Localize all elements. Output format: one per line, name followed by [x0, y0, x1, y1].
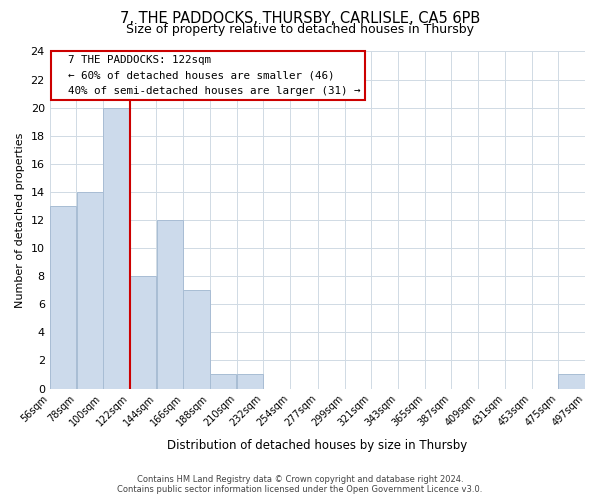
Bar	[559, 374, 585, 388]
Text: 7 THE PADDOCKS: 122sqm
  ← 60% of detached houses are smaller (46)
  40% of semi: 7 THE PADDOCKS: 122sqm ← 60% of detached…	[55, 55, 361, 96]
Bar	[50, 206, 76, 388]
Bar	[184, 290, 210, 388]
Text: Contains HM Land Registry data © Crown copyright and database right 2024.
Contai: Contains HM Land Registry data © Crown c…	[118, 474, 482, 494]
Text: Size of property relative to detached houses in Thursby: Size of property relative to detached ho…	[126, 22, 474, 36]
Bar	[157, 220, 183, 388]
X-axis label: Distribution of detached houses by size in Thursby: Distribution of detached houses by size …	[167, 440, 467, 452]
Bar	[237, 374, 263, 388]
Bar	[130, 276, 157, 388]
Bar	[103, 108, 130, 388]
Bar	[210, 374, 236, 388]
Text: 7, THE PADDOCKS, THURSBY, CARLISLE, CA5 6PB: 7, THE PADDOCKS, THURSBY, CARLISLE, CA5 …	[120, 11, 480, 26]
Bar	[77, 192, 103, 388]
Y-axis label: Number of detached properties: Number of detached properties	[15, 132, 25, 308]
